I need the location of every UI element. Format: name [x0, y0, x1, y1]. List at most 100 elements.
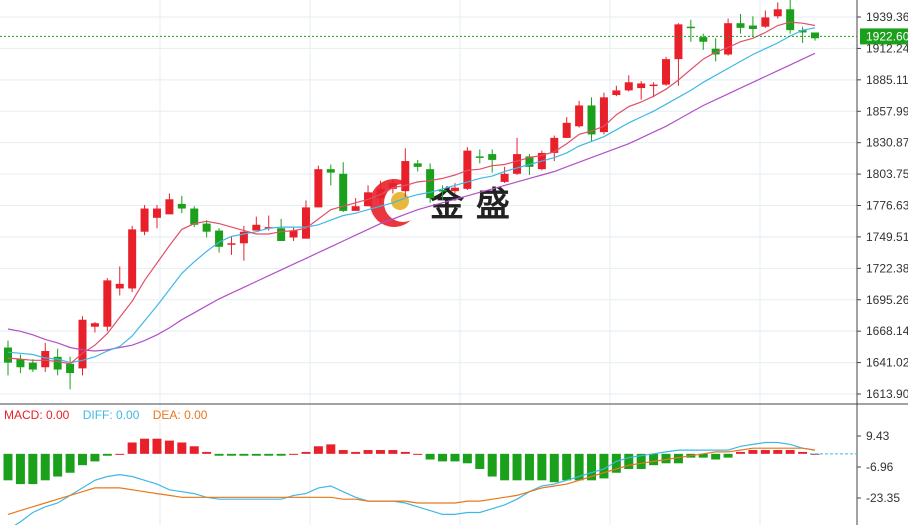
- candle-body: [152, 208, 161, 218]
- candle-body: [90, 323, 99, 327]
- macd-bar: [214, 453, 224, 456]
- candle-body: [587, 105, 596, 135]
- moving-average-lines: [7, 21, 816, 365]
- macd-bar: [500, 453, 510, 481]
- candle-body: [376, 188, 385, 199]
- candle-body: [599, 97, 608, 133]
- macd-bar: [624, 453, 634, 469]
- price-tick-label: 1695.26: [866, 293, 908, 307]
- candle-body: [811, 32, 819, 39]
- candle-body: [227, 243, 236, 245]
- macd-bar: [251, 453, 261, 456]
- macd-bar: [202, 451, 212, 454]
- candle-body: [78, 319, 87, 369]
- macd-bar: [562, 453, 572, 481]
- candle-body: [575, 105, 584, 127]
- macd-bar: [102, 453, 112, 456]
- candle-body: [53, 356, 62, 370]
- candle-body: [28, 362, 37, 370]
- legend-macd: MACD: 0.00: [4, 408, 70, 422]
- macd-lines: [7, 441, 816, 525]
- dea-line: [7, 447, 816, 515]
- macd-bar: [65, 453, 75, 473]
- macd-bar: [90, 453, 100, 462]
- macd-bar: [748, 450, 758, 454]
- candle-body: [41, 351, 50, 368]
- macd-legend: MACD: 0.00 DIFF: 0.00 DEA: 0.00: [4, 408, 217, 422]
- macd-bar: [375, 450, 385, 454]
- candle-body: [662, 59, 671, 85]
- macd-bar: [351, 451, 361, 454]
- candle-body: [339, 173, 348, 211]
- macd-bar: [289, 453, 299, 455]
- candle-body: [761, 17, 770, 27]
- candle-body: [649, 84, 658, 87]
- candle-body: [637, 83, 646, 89]
- macd-bar: [226, 453, 236, 456]
- candle-body: [215, 230, 224, 247]
- legend-dea: DEA: 0.00: [152, 408, 208, 422]
- macd-bar: [127, 442, 137, 454]
- price-tick-label: 1641.02: [866, 356, 908, 370]
- price-axis: 1939.36 1912.24 1885.11 1857.99 1830.87 1803.…: [0, 10, 908, 401]
- candle-body: [674, 24, 683, 60]
- price-tick-label: 1722.38: [866, 261, 908, 275]
- price-tick-label: 1939.36: [866, 10, 908, 24]
- macd-bar: [115, 453, 125, 455]
- macd-bar: [524, 453, 534, 481]
- macd-bar: [438, 453, 448, 462]
- macd-bar: [53, 453, 63, 477]
- candle-body: [438, 190, 447, 192]
- macd-bar: [475, 453, 485, 469]
- macd-bar: [388, 450, 398, 454]
- candle-body: [699, 37, 708, 42]
- macd-tick-label: 9.43: [866, 429, 890, 443]
- candle-body: [252, 224, 261, 231]
- macd-bar: [140, 438, 150, 454]
- price-tick-label: 1749.51: [866, 230, 908, 244]
- candle-body: [177, 203, 186, 209]
- macd-bar: [164, 440, 174, 454]
- macd-bar: [537, 453, 547, 481]
- plot-background: [0, 0, 857, 525]
- candle-body: [66, 363, 75, 374]
- price-tick-label: 1776.63: [866, 199, 908, 213]
- macd-bar: [673, 453, 683, 464]
- candle-body: [773, 9, 782, 17]
- candle-body: [426, 169, 435, 199]
- macd-bar: [649, 453, 659, 466]
- candle-body: [103, 280, 112, 327]
- candle-body: [202, 223, 211, 232]
- macd-bar: [77, 453, 87, 466]
- candle-body: [798, 30, 807, 33]
- macd-bar: [313, 446, 323, 454]
- candle-body: [686, 26, 695, 29]
- candle-body: [612, 90, 621, 96]
- last-price-label: 1922.60: [866, 29, 908, 43]
- macd-bar: [636, 453, 646, 469]
- macd-bar: [338, 450, 348, 454]
- macd-bar: [773, 450, 783, 454]
- price-tick-label: 1668.14: [866, 324, 908, 338]
- macd-bar: [487, 453, 497, 477]
- candle-body: [500, 173, 509, 182]
- candle-body: [786, 9, 795, 31]
- macd-bar: [512, 453, 522, 481]
- macd-bar: [239, 453, 249, 456]
- candle-body: [326, 169, 335, 173]
- candle-body: [624, 82, 633, 91]
- macd-bar: [28, 453, 38, 485]
- macd-bar: [3, 453, 13, 481]
- candle-body: [128, 229, 137, 289]
- candle-body: [4, 347, 12, 363]
- macd-bar: [760, 450, 770, 454]
- macd-bar: [587, 453, 597, 481]
- macd-bar: [599, 453, 609, 479]
- macd-bar: [611, 453, 621, 473]
- price-tick-label: 1857.99: [866, 104, 908, 118]
- macd-bar: [723, 453, 733, 458]
- candle-body: [550, 137, 559, 153]
- macd-bar: [785, 450, 795, 454]
